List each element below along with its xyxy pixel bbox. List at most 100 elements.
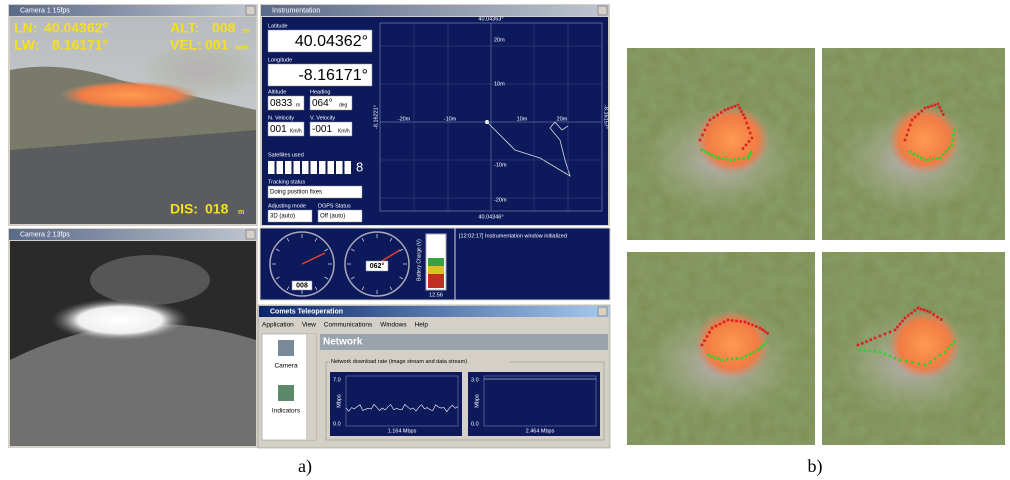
- contour-point: [742, 113, 745, 116]
- sidebar-item[interactable]: Indicators: [272, 408, 301, 415]
- satellite-bar: [345, 161, 352, 174]
- contour-point: [889, 331, 892, 334]
- contour-point: [859, 349, 862, 352]
- contour-point: [729, 159, 732, 162]
- contour-point: [864, 349, 867, 352]
- contour-point: [924, 364, 927, 367]
- contour-point: [914, 116, 917, 119]
- contour-point: [904, 317, 907, 320]
- contour-point: [704, 129, 707, 132]
- caption: b): [808, 456, 823, 477]
- contour-point: [747, 127, 750, 130]
- contour-point: [927, 158, 930, 161]
- contour-point: [701, 344, 704, 347]
- contour-point: [901, 320, 904, 323]
- map-label: 10m: [494, 81, 505, 87]
- teleoperation-window: Comets Teleoperation Application View Comm…: [258, 305, 610, 448]
- contour-point: [714, 156, 717, 159]
- contour-point: [720, 111, 723, 114]
- contour-point: [909, 151, 912, 154]
- contour-point: [751, 137, 754, 140]
- contour-point: [920, 157, 923, 160]
- contour-point: [760, 346, 763, 349]
- field-unit: deg: [339, 102, 348, 108]
- contour-point: [706, 124, 709, 127]
- contour-point: [742, 147, 745, 150]
- contour-point: [723, 321, 726, 324]
- contour-point: [951, 144, 954, 147]
- contour-point: [706, 335, 709, 338]
- hot-spot: [50, 298, 190, 342]
- overlay-value: 018: [205, 201, 229, 217]
- indicators-icon[interactable]: [278, 385, 294, 401]
- contour-point: [869, 350, 872, 353]
- close-button[interactable]: [598, 6, 607, 15]
- contour-point: [923, 309, 926, 312]
- contour-point: [879, 335, 882, 338]
- contour-point: [945, 150, 948, 153]
- contour-point: [865, 340, 868, 343]
- contour-point: [714, 356, 717, 359]
- menu-item[interactable]: Application: [262, 322, 294, 329]
- contour-point: [738, 158, 741, 161]
- overlay-label: DIS:: [170, 201, 198, 217]
- menu-item[interactable]: Windows: [380, 322, 407, 329]
- close-button[interactable]: [246, 6, 255, 15]
- menu-item[interactable]: Communications: [324, 322, 373, 329]
- contour-point: [940, 318, 943, 321]
- scrollbar[interactable]: [306, 334, 316, 440]
- close-button[interactable]: [598, 307, 607, 316]
- contour-point: [757, 349, 760, 352]
- contour-point: [709, 119, 712, 122]
- axis-max: 7.0: [333, 377, 341, 383]
- contour-point: [724, 109, 727, 112]
- close-button[interactable]: [246, 230, 255, 239]
- window-title: Comets Teleoperation: [270, 308, 343, 315]
- battery-value: 12.56: [429, 292, 443, 298]
- contour-point: [904, 139, 907, 142]
- satellite-bar: [268, 161, 275, 174]
- overlay-unit: km/h: [235, 46, 249, 52]
- contour-point: [737, 104, 740, 107]
- field-value: -8.16171°: [298, 67, 368, 84]
- group-label: Network download rate (image stream and …: [331, 359, 467, 365]
- camera1-window: Camera 1 15fps LN: 40.04362° LW: 8.16171…: [8, 4, 260, 226]
- map-label: -10m: [444, 116, 457, 122]
- field-value: 001: [270, 124, 287, 135]
- contour-point: [924, 159, 927, 162]
- contour-point: [934, 357, 937, 360]
- menu-item[interactable]: Help: [415, 322, 429, 329]
- contour-point: [951, 139, 954, 142]
- satellite-bar: [277, 161, 284, 174]
- contour-point: [935, 157, 938, 160]
- contour-point: [733, 105, 736, 108]
- contour-point: [948, 147, 951, 150]
- instrumentation-window: Instrumentation Latitude 40.04362° Longi…: [260, 4, 610, 226]
- contour-point: [738, 107, 741, 110]
- field-unit: Km/h: [290, 128, 302, 134]
- contour-point: [763, 344, 766, 347]
- field-label: Altitude: [268, 89, 286, 95]
- field-value: 064°: [312, 98, 333, 109]
- contour-point: [703, 339, 706, 342]
- field-label: Adjusting mode: [268, 203, 306, 209]
- field-value: 8: [356, 159, 363, 174]
- satellite-bar: [302, 161, 309, 174]
- contour-point: [721, 359, 724, 362]
- fire-region: [695, 106, 770, 175]
- sidebar-item[interactable]: Camera: [274, 363, 298, 370]
- contour-point: [920, 110, 923, 113]
- field-label: N. Velocity: [268, 115, 294, 121]
- menu-item[interactable]: View: [302, 322, 316, 329]
- contour-point: [726, 358, 729, 361]
- contour-point: [913, 309, 916, 312]
- contour-point: [753, 351, 756, 354]
- axis-max: 3.0: [471, 377, 479, 383]
- satellite-bar: [328, 161, 335, 174]
- satellite-bar: [285, 161, 292, 174]
- contour-point: [731, 358, 734, 361]
- battery-label: Battery Charge (V): [416, 239, 422, 281]
- fire-region: [888, 310, 961, 379]
- window-title: Camera 2 13fps: [20, 231, 70, 238]
- camera-icon[interactable]: [278, 340, 294, 356]
